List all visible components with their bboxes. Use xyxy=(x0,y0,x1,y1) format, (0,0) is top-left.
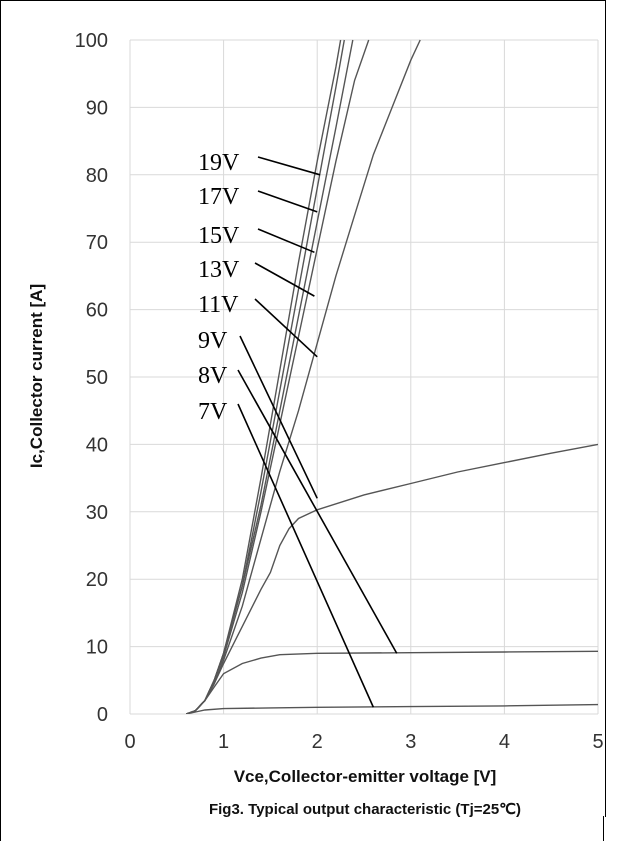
x-tick-label: 2 xyxy=(312,731,323,753)
y-tick-label: 50 xyxy=(86,367,108,389)
y-tick-label: 60 xyxy=(86,300,108,322)
leader-8v xyxy=(237,369,398,654)
leader-7v xyxy=(237,403,375,708)
leader-9v xyxy=(239,335,318,499)
label-leaders xyxy=(237,156,398,708)
x-tick-label: 5 xyxy=(592,731,603,753)
label-13v: 13V xyxy=(198,257,240,283)
leader-11v xyxy=(254,298,318,358)
x-tick-label: 1 xyxy=(218,731,229,753)
y-tick-label: 80 xyxy=(86,165,108,187)
curve-9v xyxy=(185,443,598,714)
y-tick-labels: 0 10 20 30 40 50 60 70 80 90 100 xyxy=(75,30,108,726)
leader-17v xyxy=(257,190,318,213)
y-tick-label: 70 xyxy=(86,232,108,254)
x-axis-title: Vce,Collector-emitter voltage [V] xyxy=(234,767,497,786)
label-17v: 17V xyxy=(198,184,240,210)
label-15v: 15V xyxy=(198,223,240,249)
y-tick-label: 0 xyxy=(97,704,108,726)
series-labels: 19V 17V 15V 13V 11V 9V 8V 7V xyxy=(198,150,240,425)
figure-frame xyxy=(0,0,606,817)
figure-caption: Fig3. Typical output characteristic (Tj=… xyxy=(209,801,521,818)
y-tick-label: 100 xyxy=(75,30,108,52)
label-7v: 7V xyxy=(198,399,228,425)
label-9v: 9V xyxy=(198,328,228,354)
label-19v: 19V xyxy=(198,150,240,176)
y-tick-label: 20 xyxy=(86,569,108,591)
curve-8v xyxy=(185,650,598,714)
frame-left-edge xyxy=(0,816,1,841)
x-tick-label: 3 xyxy=(405,731,416,753)
y-tick-label: 10 xyxy=(86,637,108,659)
grid-lines xyxy=(129,39,599,715)
y-axis-title: Ic,Collector current [A] xyxy=(27,284,46,468)
label-8v: 8V xyxy=(198,363,228,389)
x-tick-label: 4 xyxy=(499,731,510,753)
label-11v: 11V xyxy=(198,292,239,318)
y-tick-label: 40 xyxy=(86,434,108,456)
frame-right-edge xyxy=(603,816,604,841)
leader-15v xyxy=(257,228,315,254)
x-tick-labels: 0 1 2 3 4 5 xyxy=(124,731,603,753)
y-tick-label: 30 xyxy=(86,502,108,524)
leader-13v xyxy=(254,262,315,297)
leader-19v xyxy=(257,156,321,176)
x-tick-label: 0 xyxy=(124,731,135,753)
y-tick-label: 90 xyxy=(86,97,108,119)
curve-7v xyxy=(186,703,598,714)
